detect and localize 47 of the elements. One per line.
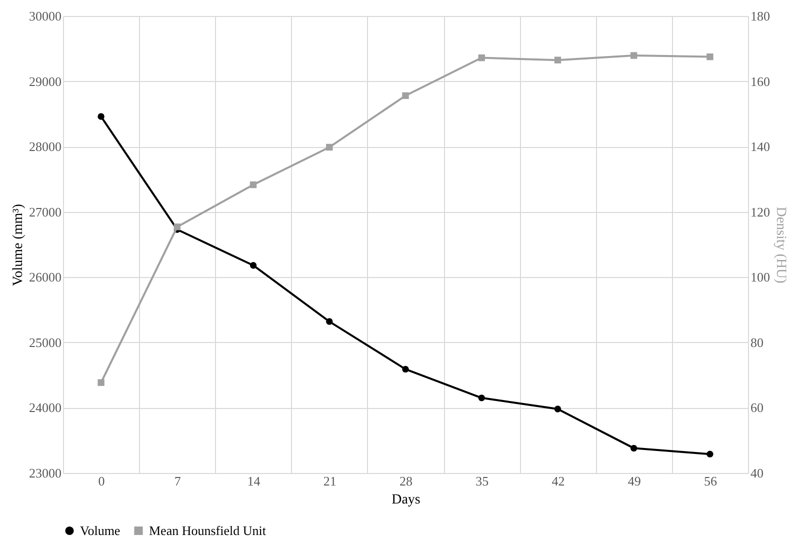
point <box>174 224 181 230</box>
y2-tick-label: 100 <box>750 270 770 285</box>
x-tick-label: 0 <box>98 474 105 488</box>
x-tick-label: 28 <box>400 474 412 488</box>
point <box>706 53 714 60</box>
y-tick-label: 23000 <box>29 466 62 480</box>
y2-tick-label: 140 <box>750 139 770 154</box>
y-tick-label: 26000 <box>29 270 62 285</box>
legend-label: Volume <box>80 522 120 538</box>
y2-tick-label: 120 <box>750 204 770 220</box>
y-tick-label: 24000 <box>29 400 62 416</box>
y2-tick-label: 160 <box>750 74 770 89</box>
y2-tick-label: 180 <box>750 8 770 24</box>
point <box>478 54 485 62</box>
y-tick-label: 27000 <box>29 204 62 220</box>
point <box>402 92 409 100</box>
x-tick-label: 35 <box>476 474 489 488</box>
point <box>554 406 562 412</box>
point <box>478 394 485 402</box>
y-tick-label: 29000 <box>29 74 62 89</box>
y-tick-label: 30000 <box>29 8 62 24</box>
point <box>706 450 714 458</box>
y2-tick-label: 80 <box>750 334 764 350</box>
y2-tick-label: 60 <box>750 400 764 416</box>
y-tick-label: 28000 <box>29 139 62 154</box>
point <box>250 181 257 188</box>
point <box>630 52 638 59</box>
point <box>554 56 562 64</box>
x-tick-label: 49 <box>628 474 641 488</box>
x-tick-label: 7 <box>174 474 182 488</box>
point <box>326 144 333 151</box>
y-tick-label: 25000 <box>29 334 62 350</box>
point <box>98 379 104 386</box>
point <box>402 366 409 373</box>
y-axis-title: Volume (mm³) <box>11 204 26 286</box>
legend-label: Mean Hounsfield Unit <box>149 522 266 538</box>
point <box>250 262 257 269</box>
x-axis-title: Days <box>392 492 420 508</box>
x-tick-label: 21 <box>323 474 336 488</box>
y2-axis-title: Density (HU) <box>773 206 788 284</box>
point <box>326 318 333 325</box>
point <box>630 444 638 452</box>
x-tick-label: 56 <box>704 474 718 488</box>
point <box>98 113 104 120</box>
y2-tick-label: 40 <box>750 466 764 480</box>
x-tick-label: 42 <box>552 474 565 488</box>
x-tick-label: 14 <box>247 474 261 488</box>
